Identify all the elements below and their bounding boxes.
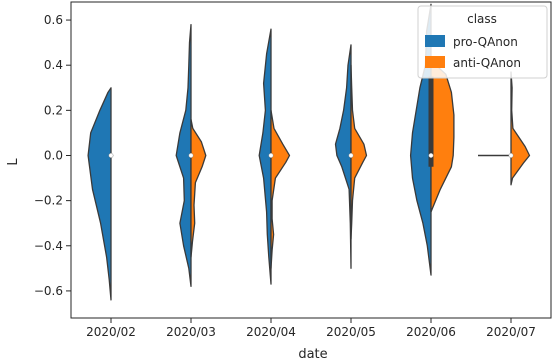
median-marker-2020-02 <box>108 153 114 158</box>
y-tick-label: −0.4 <box>34 239 63 253</box>
violin-anti-qanon-2020-05 <box>350 64 368 240</box>
violin-layer <box>87 3 531 301</box>
legend-entry-anti-qanon: anti-QAnon <box>453 56 521 70</box>
legend-box <box>417 5 548 79</box>
y-tick-label: 0.2 <box>44 103 63 117</box>
median-marker-2020-05 <box>348 153 354 158</box>
y-tick-label: −0.6 <box>34 284 63 298</box>
median-marker-2020-07 <box>508 153 514 158</box>
violin-anti-qanon-2020-04 <box>270 109 291 269</box>
y-tick-label: 0.0 <box>44 148 63 162</box>
legend: class pro-QAnon anti-QAnon <box>417 5 548 79</box>
violin-pro-qanon-2020-05 <box>334 44 352 269</box>
legend-swatch-anti-qanon <box>425 56 445 68</box>
legend-entry-pro-qanon: pro-QAnon <box>453 35 518 49</box>
x-tick-label: 2020/05 <box>326 325 376 339</box>
y-tick-label: 0.6 <box>44 13 63 27</box>
x-tick-label: 2020/06 <box>406 325 456 339</box>
x-tick-label: 2020/02 <box>86 325 136 339</box>
median-marker-2020-04 <box>268 153 274 158</box>
y-tick-label: 0.4 <box>44 58 63 72</box>
x-tick-label: 2020/07 <box>486 325 536 339</box>
y-tick-label: −0.2 <box>34 194 63 208</box>
violin-anti-qanon-2020-06 <box>430 60 455 213</box>
median-marker-2020-03 <box>188 153 194 158</box>
median-marker-2020-06 <box>428 153 434 158</box>
x-axis: 2020/02 2020/03 2020/04 2020/05 2020/06 2020/… <box>86 318 536 339</box>
x-tick-label: 2020/03 <box>166 325 216 339</box>
legend-swatch-pro-qanon <box>425 35 445 47</box>
violin-pro-qanon-2020-04 <box>258 28 272 285</box>
violin-anti-qanon-2020-03 <box>190 118 207 258</box>
violin-pro-qanon-2020-02 <box>87 87 112 301</box>
violin-pro-qanon-2020-03 <box>175 23 192 288</box>
x-tick-label: 2020/04 <box>246 325 296 339</box>
y-axis-label: L <box>6 158 21 166</box>
plot-frame <box>70 1 552 319</box>
x-axis-label: date <box>298 347 327 362</box>
legend-title: class <box>467 12 497 26</box>
violin-anti-qanon-2020-07 <box>510 71 531 186</box>
y-axis: −0.6 −0.4 −0.2 0.0 0.2 0.4 0.6 <box>34 13 71 298</box>
